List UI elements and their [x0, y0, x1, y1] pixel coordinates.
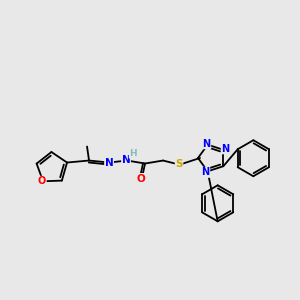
Text: S: S — [175, 158, 183, 169]
Text: N: N — [202, 139, 211, 149]
Text: N: N — [122, 154, 130, 164]
Text: O: O — [137, 173, 146, 184]
Text: H: H — [129, 149, 137, 158]
Text: N: N — [202, 167, 210, 177]
Text: N: N — [105, 158, 113, 167]
Text: N: N — [221, 144, 230, 154]
Text: O: O — [38, 176, 46, 186]
